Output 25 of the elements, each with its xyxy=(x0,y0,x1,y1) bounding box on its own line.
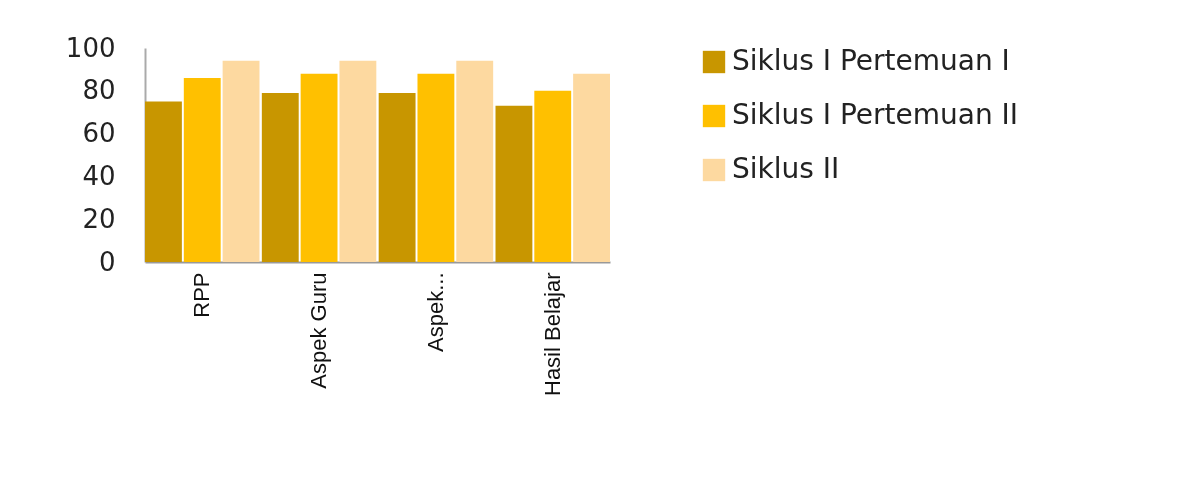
legend-label: Siklus II xyxy=(732,152,840,185)
y-tick-label: 0 xyxy=(98,246,116,277)
x-tick-label: Aspek... xyxy=(422,272,448,352)
y-tick-label: 100 xyxy=(65,32,116,63)
bar xyxy=(573,73,610,262)
bar xyxy=(183,77,221,262)
bar xyxy=(222,60,260,262)
legend-label: Siklus I Pertemuan I xyxy=(732,44,1010,77)
x-tick-label: Hasil Belajar xyxy=(539,272,565,396)
bar xyxy=(456,60,494,262)
bar xyxy=(495,105,533,262)
legend-label: Siklus I Pertemuan II xyxy=(732,98,1019,131)
bar xyxy=(300,73,338,262)
x-tick-label: Aspek Guru xyxy=(306,272,332,389)
y-tick-label: 80 xyxy=(82,75,116,106)
bar xyxy=(145,101,182,262)
y-tick-label: 40 xyxy=(82,160,116,191)
bar xyxy=(339,60,377,262)
x-tick-label: RPP xyxy=(189,272,215,318)
bar xyxy=(534,90,572,262)
bar xyxy=(417,73,455,262)
bar xyxy=(261,92,299,262)
y-tick-label: 20 xyxy=(82,203,116,234)
bar xyxy=(378,92,416,262)
y-tick-label: 60 xyxy=(82,118,116,149)
